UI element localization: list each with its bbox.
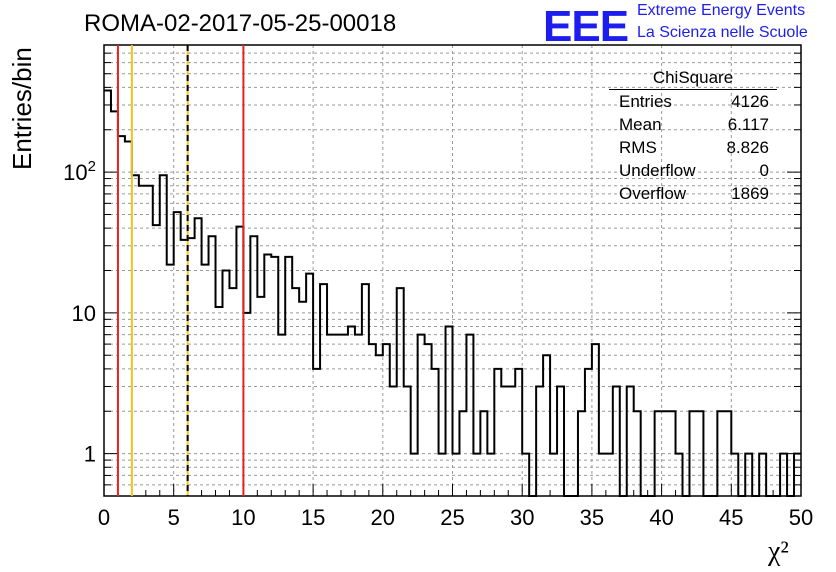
stats-label: RMS (619, 138, 657, 157)
x-tick-label: 35 (580, 505, 604, 530)
stats-label: Overflow (619, 184, 687, 203)
x-tick-label: 45 (719, 505, 743, 530)
stats-label: Entries (619, 92, 672, 111)
x-tick-label: 30 (510, 505, 534, 530)
x-tick-label: 25 (440, 505, 464, 530)
x-tick-label: 15 (301, 505, 325, 530)
x-tick-label: 20 (371, 505, 395, 530)
x-tick-label: 10 (231, 505, 255, 530)
x-tick-label: 0 (98, 505, 110, 530)
stats-row-entries: Entries 4126 (609, 90, 777, 113)
stats-row-rms: RMS 8.826 (609, 136, 777, 159)
y-tick-label: 1 (84, 442, 96, 467)
stats-label: Mean (619, 115, 662, 134)
x-axis-label: χ² (768, 536, 789, 567)
stats-row-mean: Mean 6.117 (609, 113, 777, 136)
logo-line-2: La Scienza nelle Scuole (637, 24, 808, 41)
stats-box: ChiSquare Entries 4126 Mean 6.117 RMS 8.… (609, 67, 777, 205)
chart-title: ROMA-02-2017-05-25-00018 (84, 10, 397, 37)
stats-title: ChiSquare (609, 67, 777, 90)
stats-row-overflow: Overflow 1869 (609, 182, 777, 205)
stats-value: 6.117 (727, 115, 769, 134)
logo-line-1: Extreme Energy Events (637, 2, 806, 19)
eee-logo-mark: EEE (543, 2, 629, 51)
x-tick-label: 40 (649, 505, 673, 530)
stats-label: Underflow (619, 161, 696, 180)
stats-value: 4126 (731, 92, 769, 111)
stats-value: 1869 (731, 184, 769, 203)
x-tick-label: 50 (789, 505, 813, 530)
y-tick-label: 102 (63, 158, 96, 185)
stats-value: 8.826 (726, 138, 769, 157)
stats-row-underflow: Underflow 0 (609, 159, 777, 182)
histogram-outline (104, 89, 801, 497)
y-tick-label: 10 (72, 301, 96, 326)
stats-value: 0 (759, 161, 769, 180)
y-axis-label: Entries/bin (7, 47, 37, 170)
x-tick-label: 5 (168, 505, 180, 530)
